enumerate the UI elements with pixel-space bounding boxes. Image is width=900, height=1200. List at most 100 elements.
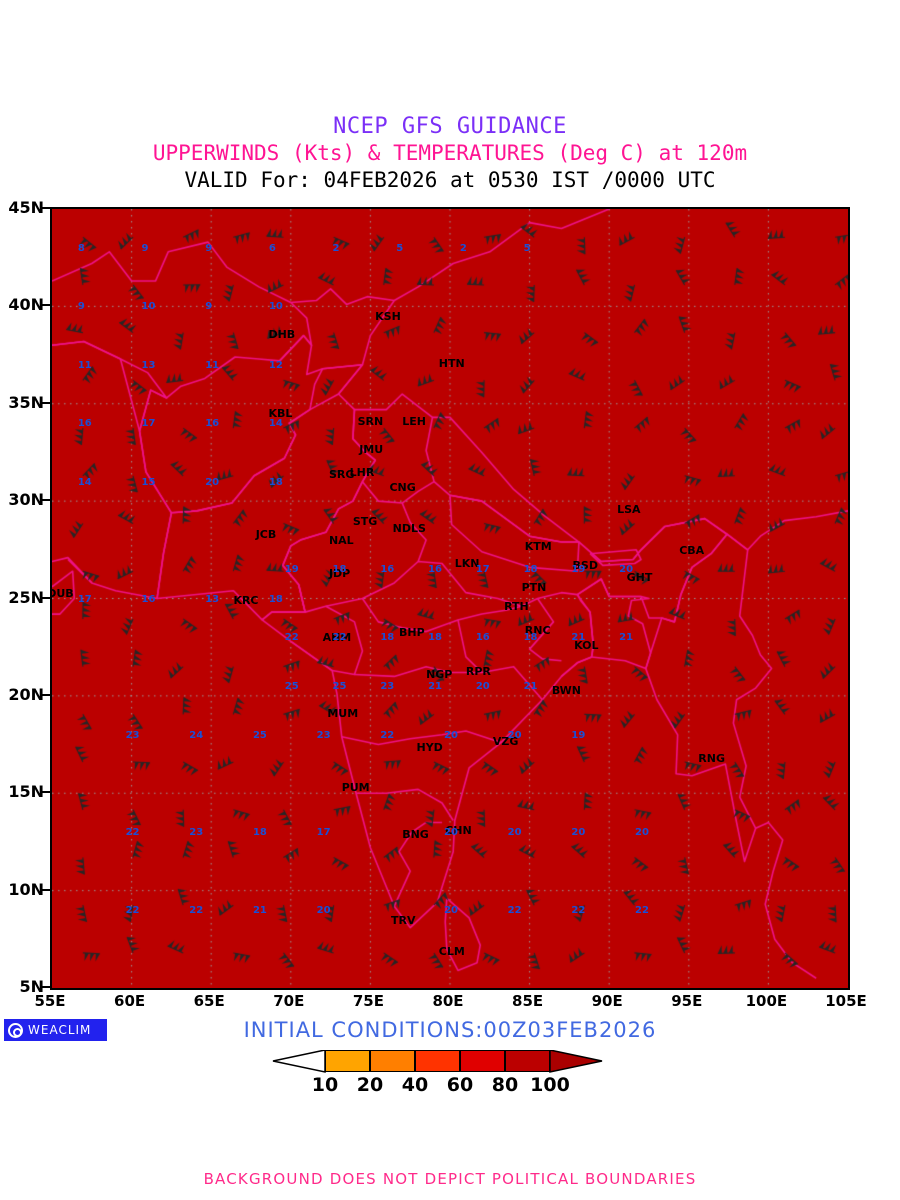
city-label-kol: KOL: [574, 639, 599, 653]
city-label-dub: DUB: [52, 586, 74, 600]
temperature-value: 22: [284, 632, 299, 644]
map-plot-area[interactable]: DHB KSH HTN KBL SRN LEH JMU SRG LHR CNG LSA STG NDLS…: [50, 207, 850, 990]
lat-tick-30N: 30N: [8, 490, 44, 510]
temperature-value: 20: [475, 681, 490, 693]
colorbar-label-20: 20: [356, 1074, 384, 1096]
temperature-value: 22: [380, 729, 395, 741]
lon-tick-105E: 105E: [825, 992, 867, 1010]
lat-tick-15N: 15N: [8, 782, 44, 802]
temperature-value: 21: [523, 681, 538, 693]
temperature-value: 24: [189, 729, 204, 741]
temperature-value: 22: [507, 905, 522, 917]
city-label-bsd: BSD: [572, 559, 598, 573]
temperature-value: 18: [523, 564, 538, 576]
city-label-stg: STG: [352, 514, 378, 528]
temperature-value: 20: [316, 905, 331, 917]
temperature-value: 15: [141, 476, 156, 488]
temperature-value: 22: [125, 827, 140, 839]
temperature-value: 23: [380, 681, 395, 693]
temperature-value: 18: [268, 476, 283, 488]
city-label-clm: CLM: [438, 944, 465, 958]
temperature-value: 18: [332, 564, 347, 576]
title-line-model: NCEP GFS GUIDANCE: [333, 114, 567, 139]
city-label-ahm: AHM: [322, 631, 352, 645]
colorbar-arrow-caps: [272, 1050, 603, 1073]
lon-tick-90E: 90E: [591, 992, 623, 1010]
lon-tick-75E: 75E: [352, 992, 384, 1010]
city-label-ngp: NGP: [426, 668, 453, 682]
lat-tickmark-20N: [42, 693, 50, 696]
temperature-value: 23: [316, 729, 331, 741]
temperature-value: 20: [444, 827, 458, 839]
title-line-variable: UPPERWINDS (Kts) & TEMPERATURES (Deg C) …: [152, 141, 748, 165]
temperature-value: 20: [635, 827, 649, 839]
temperature-value: 25: [284, 681, 299, 693]
disclaimer-text: BACKGROUND DOES NOT DEPICT POLITICAL BOU…: [203, 1170, 697, 1188]
city-label-ksh: KSH: [375, 310, 401, 324]
temperature-value: 22: [635, 905, 649, 917]
temperature-value: 17: [316, 827, 331, 839]
lon-tick-70E: 70E: [273, 992, 305, 1010]
city-label-bwn: BWN: [551, 684, 581, 698]
lat-tick-45N: 45N: [8, 198, 44, 217]
city-label-trv: TRV: [391, 913, 416, 927]
temperature-value: 16: [380, 564, 395, 576]
lat-tickmark-30N: [42, 499, 50, 502]
city-label-cng: CNG: [389, 481, 416, 495]
chart-title-block: NCEP GFS GUIDANCE UPPERWINDS (Kts) & TEM…: [0, 114, 900, 194]
lat-tick-10N: 10N: [8, 879, 44, 899]
temperature-value: 9: [205, 242, 213, 254]
initial-conditions-text: INITIAL CONDITIONS:00Z03FEB2026: [243, 1018, 657, 1042]
lat-tick-5N: 5N: [19, 977, 44, 996]
temperature-value: 16: [141, 593, 156, 605]
temperature-value: 20: [507, 827, 522, 839]
temperature-value: 8: [77, 242, 85, 254]
title-line-valid: VALID For: 04FEB2026 at 0530 IST /0000 U…: [184, 168, 716, 192]
colorbar-label-80: 80: [491, 1074, 519, 1096]
colorbar-segment-3: [460, 1050, 505, 1072]
city-label-jcb: JCB: [255, 528, 277, 542]
temperature-value: 22: [571, 905, 586, 917]
temperature-value: 9: [141, 242, 149, 254]
temperature-value: 20: [507, 729, 522, 741]
colorbar-label-10: 10: [311, 1074, 339, 1096]
temperature-value: 9: [77, 301, 85, 313]
temperature-value: 20: [444, 729, 458, 741]
city-label-cba: CBA: [679, 543, 705, 557]
temperature-value: 18: [268, 593, 283, 605]
lat-tickmark-45N: [42, 207, 50, 209]
city-label-nal: NAL: [328, 534, 354, 548]
temperature-value: 20: [571, 827, 586, 839]
temperature-value: 17: [141, 418, 156, 430]
city-label-ptn: PTN: [521, 580, 547, 594]
temperature-value: 2: [332, 242, 340, 254]
lat-tick-35N: 35N: [8, 392, 44, 412]
lat-tick-25N: 25N: [8, 587, 44, 607]
temperature-value: 19: [284, 564, 299, 576]
lon-tick-60E: 60E: [114, 992, 146, 1010]
city-label-htn: HTN: [438, 356, 465, 370]
city-label-srn: SRN: [357, 415, 384, 429]
city-label-lkn: LKN: [454, 557, 480, 571]
city-label-leh: LEH: [402, 415, 426, 429]
city-label-lhr: LHR: [349, 465, 375, 479]
city-label-bhp: BHP: [399, 625, 425, 639]
colorbar-label-100: 100: [530, 1074, 570, 1096]
temperature-value: 23: [125, 729, 140, 741]
city-label-mum: MUM: [327, 707, 359, 721]
temperature-value: 20: [444, 905, 458, 917]
temperature-value: 11: [77, 359, 92, 371]
temperature-value: 19: [571, 564, 586, 576]
lon-tick-80E: 80E: [432, 992, 464, 1010]
temperature-value: 18: [523, 632, 538, 644]
weaclim-logo[interactable]: WEACLIM: [4, 1019, 107, 1041]
temperature-value: 19: [571, 729, 586, 741]
temperature-value: 10: [268, 301, 283, 313]
city-label-bng: BNG: [402, 828, 429, 842]
temperature-value: 16: [428, 564, 442, 576]
temperature-value: 22: [125, 905, 140, 917]
temperature-value: 22: [189, 905, 204, 917]
weaclim-label: WEACLIM: [28, 1023, 92, 1037]
temperature-value: 25: [252, 729, 267, 741]
city-label-rnc: RNC: [524, 623, 551, 637]
